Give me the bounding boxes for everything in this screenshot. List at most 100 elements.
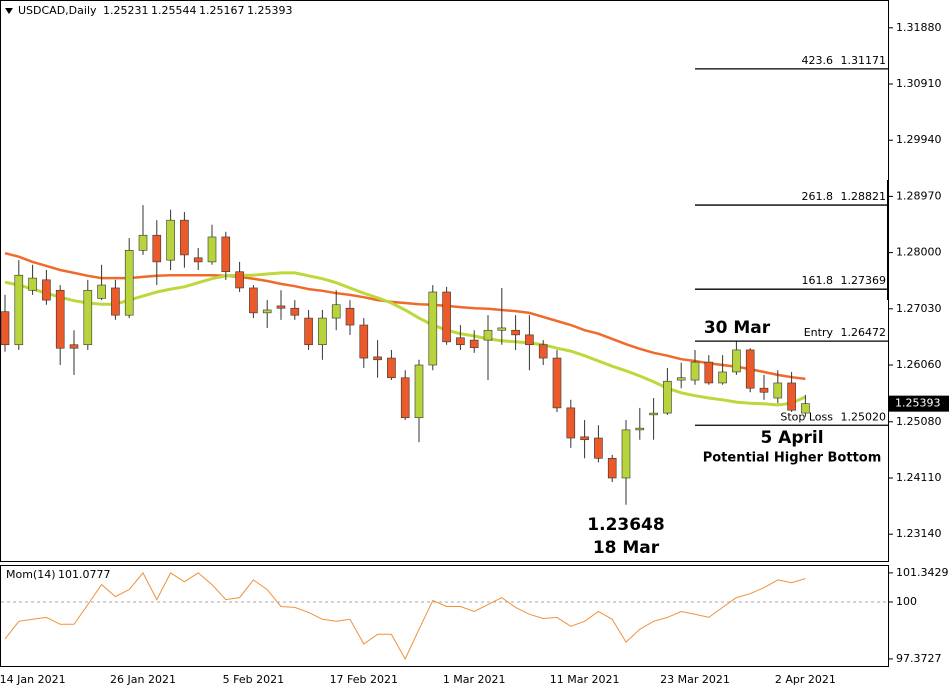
level-value: 1.28821 — [841, 190, 887, 203]
candle-body — [663, 380, 672, 414]
x-tick-label: 11 Mar 2021 — [550, 673, 620, 686]
candle-body — [511, 329, 520, 336]
candle-body — [359, 324, 369, 359]
candle-body — [676, 377, 686, 381]
y-tick-label: 1.28000 — [896, 246, 942, 259]
level-name: 423.6 — [802, 54, 834, 67]
momentum-title: Mom(14) — [6, 568, 56, 581]
moving-average — [4, 271, 807, 407]
candle-body — [414, 364, 424, 419]
candle-body — [83, 289, 93, 346]
candle-body — [42, 279, 51, 301]
candle-body — [124, 249, 134, 316]
candle-body — [249, 287, 258, 314]
candle-body — [538, 344, 548, 359]
y-tick-label: 1.26060 — [896, 358, 942, 371]
candle-body — [594, 437, 603, 459]
candle-body — [759, 387, 769, 393]
candle-body — [166, 219, 175, 261]
candle-body — [469, 339, 479, 348]
momentum-value: 101.0777 — [58, 568, 111, 581]
candle-body — [607, 457, 617, 479]
y-tick-label: 1.28970 — [896, 189, 942, 202]
annotation: 18 Mar — [593, 538, 660, 558]
candle-body — [690, 361, 700, 381]
candle-body — [732, 349, 741, 373]
candle-body — [387, 357, 396, 379]
price-marker — [889, 395, 949, 412]
x-tick-label: 1 Mar 2021 — [443, 673, 506, 686]
main-panel — [0, 0, 889, 562]
y-tick-label: 1.27030 — [896, 302, 942, 315]
candle-body — [28, 277, 37, 291]
candle-body — [152, 234, 162, 263]
menu-arrow[interactable] — [5, 8, 13, 14]
ohlc-value: 1.25167 — [199, 4, 245, 17]
annotation: 1.23648 — [587, 515, 664, 535]
candle-body — [442, 291, 451, 343]
candle-body — [635, 427, 645, 431]
level-value: 1.31171 — [841, 54, 887, 67]
candle-body — [580, 436, 589, 441]
ohlc-value: 1.25393 — [247, 4, 293, 17]
candle-body — [456, 337, 465, 346]
level-name: 261.8 — [802, 190, 834, 203]
y-tick-label: 1.25080 — [896, 415, 942, 428]
candle-body — [345, 307, 355, 326]
level-value: 1.27369 — [841, 274, 887, 287]
y-tick-label: 97.3727 — [896, 652, 942, 665]
candle-body — [276, 305, 286, 309]
candle-body — [718, 371, 727, 384]
candle-body — [290, 307, 300, 316]
candle-body — [193, 257, 203, 263]
x-tick-label: 26 Jan 2021 — [110, 673, 176, 686]
level-name: 161.8 — [802, 274, 834, 287]
level-name: Stop Loss — [780, 410, 833, 423]
x-tick-label: 14 Jan 2021 — [0, 673, 66, 686]
y-tick-label: 100 — [896, 595, 917, 608]
ohlc-value: 1.25231 — [103, 4, 149, 17]
candle-body — [221, 236, 231, 273]
candle-body — [745, 349, 755, 389]
candle-body — [304, 317, 313, 346]
y-tick-label: 101.3429 — [896, 566, 949, 579]
x-tick-label: 23 Mar 2021 — [660, 673, 730, 686]
candle-body — [235, 271, 244, 289]
x-tick-label: 17 Feb 2021 — [330, 673, 398, 686]
candle-body — [14, 274, 24, 346]
candle-body — [787, 382, 796, 411]
price-marker-label: 1.25393 — [895, 397, 941, 410]
candle-body — [400, 377, 410, 419]
annotation: Potential Higher Bottom — [703, 451, 882, 466]
x-tick-label: 5 Feb 2021 — [223, 673, 284, 686]
symbol-title: USDCAD,Daily — [18, 4, 97, 17]
candle-body — [318, 317, 327, 346]
level-name: Entry — [804, 326, 834, 339]
candle-body — [0, 311, 10, 346]
y-tick-label: 1.31880 — [896, 21, 942, 34]
y-tick-label: 1.30910 — [896, 77, 942, 90]
level-value: 1.25020 — [841, 410, 887, 423]
candle-body — [138, 234, 148, 251]
candle-body — [331, 304, 341, 319]
candle-body — [69, 344, 79, 349]
candle-body — [621, 429, 631, 479]
candle-body — [428, 291, 438, 366]
candle-body — [262, 309, 272, 314]
ohlc-value: 1.25544 — [151, 4, 197, 17]
candle-body — [97, 284, 106, 299]
moving-average — [4, 251, 806, 381]
candle-body — [55, 289, 65, 349]
annotation: 5 April — [760, 428, 823, 448]
candle-body — [497, 327, 507, 331]
y-tick-label: 1.29940 — [896, 133, 942, 146]
x-tick-label: 2 Apr 2021 — [775, 673, 836, 686]
candle-body — [373, 356, 382, 361]
candle-body — [704, 361, 714, 384]
candle-body — [180, 219, 189, 256]
momentum-panel — [0, 565, 889, 667]
candle-body — [566, 407, 576, 439]
momentum-line — [4, 571, 806, 661]
candle-body — [649, 412, 658, 416]
